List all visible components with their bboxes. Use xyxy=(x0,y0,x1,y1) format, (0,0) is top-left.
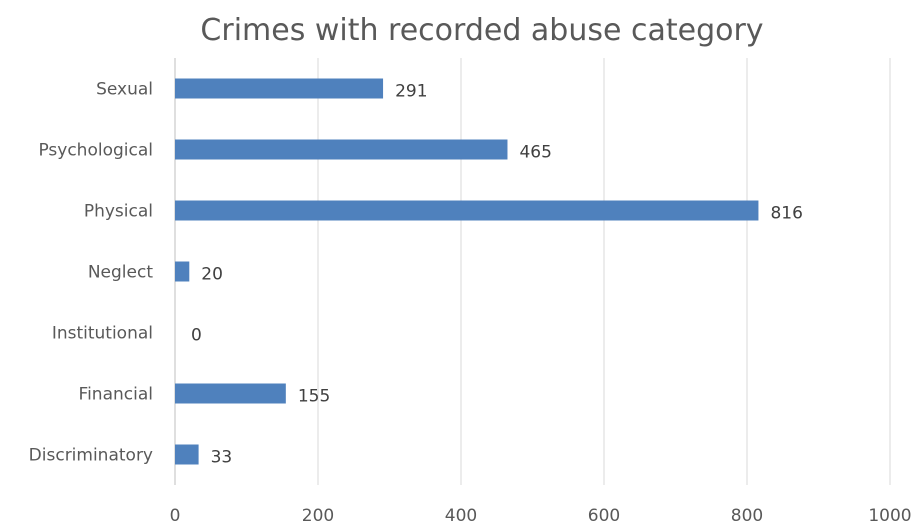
x-tick-label: 600 xyxy=(588,506,620,524)
bar xyxy=(175,444,199,465)
bar xyxy=(175,78,384,99)
bar xyxy=(175,383,286,404)
data-label: 33 xyxy=(211,448,233,468)
data-label: 155 xyxy=(298,387,330,407)
category-label: Financial xyxy=(79,385,153,405)
bar xyxy=(175,200,759,221)
x-tick-label: 200 xyxy=(302,506,334,524)
x-tick-label: 800 xyxy=(731,506,763,524)
x-tick-label: 400 xyxy=(445,506,477,524)
category-label: Institutional xyxy=(52,324,153,344)
data-labels: 291 465 816 20 0 155 33 xyxy=(191,82,803,468)
data-label: 465 xyxy=(519,143,551,163)
data-label: 0 xyxy=(191,326,202,346)
category-label: Sexual xyxy=(96,80,153,100)
data-label: 816 xyxy=(770,204,802,224)
x-tick-label: 1000 xyxy=(868,506,911,524)
bar xyxy=(175,261,190,282)
data-label: 291 xyxy=(395,82,427,102)
category-labels: Sexual Psychological Physical Neglect Instit… xyxy=(29,80,154,466)
chart-title: Crimes with recorded abuse category xyxy=(200,13,763,48)
bar xyxy=(175,139,508,160)
data-label: 20 xyxy=(201,265,223,285)
x-tick-label: 0 xyxy=(170,506,181,524)
category-label: Neglect xyxy=(88,263,153,283)
category-label: Physical xyxy=(84,202,153,222)
category-label: Psychological xyxy=(38,141,153,161)
x-axis-tick-labels: 0 200 400 600 800 1000 xyxy=(170,506,912,524)
category-label: Discriminatory xyxy=(29,446,153,466)
grid-lines xyxy=(174,58,891,485)
bars xyxy=(175,78,759,465)
